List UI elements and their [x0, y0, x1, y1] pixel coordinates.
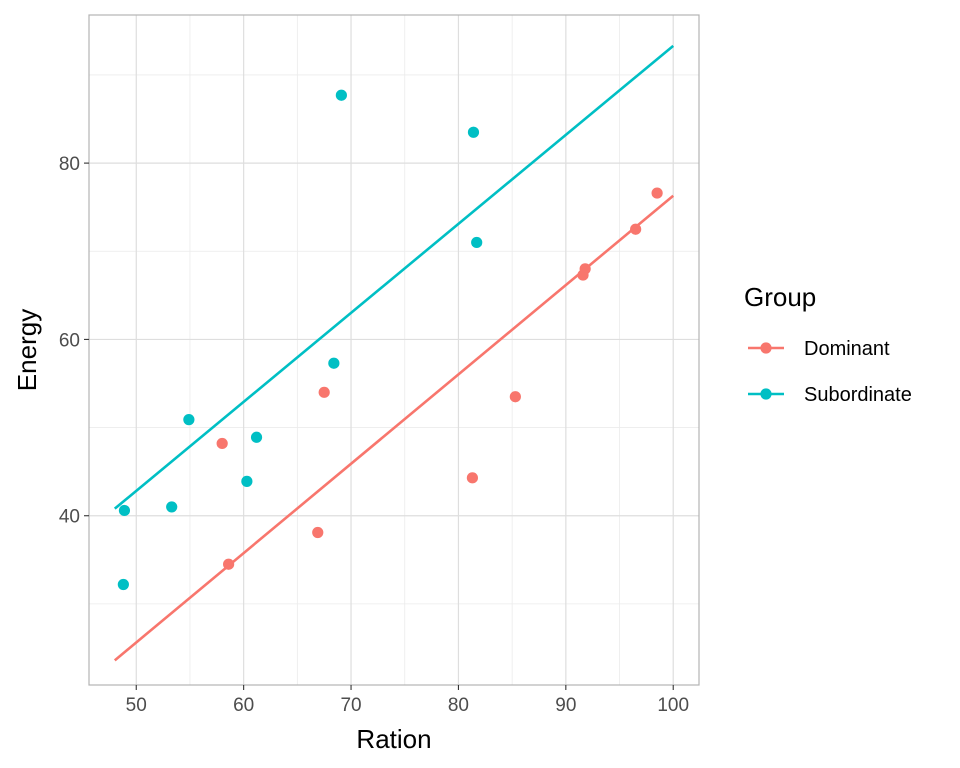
- panel-border: [88, 14, 700, 686]
- x-tick-label: 60: [233, 695, 254, 716]
- data-point-subordinate: [117, 578, 129, 591]
- y-axis-title: Energy: [12, 309, 42, 391]
- data-point-subordinate: [183, 414, 195, 426]
- x-tick-label: 90: [555, 695, 576, 716]
- y-tick-label: 80: [59, 154, 80, 175]
- y-tick-label: 60: [59, 330, 80, 351]
- legend-title: Group: [744, 282, 816, 312]
- data-points: [117, 89, 663, 591]
- data-point-dominant: [630, 223, 642, 235]
- axes: 50 60 70 80 90 100 40 60 80: [59, 154, 689, 716]
- data-point-subordinate: [118, 504, 131, 517]
- x-axis-title: Ration: [356, 724, 431, 754]
- data-point-subordinate: [467, 126, 480, 138]
- data-point-dominant: [216, 437, 228, 450]
- legend-key-point: [760, 388, 772, 400]
- fit-lines: [113, 44, 675, 662]
- legend-label: Subordinate: [804, 384, 912, 406]
- x-tick-label: 80: [448, 695, 469, 716]
- data-point-subordinate: [166, 501, 178, 513]
- data-point-dominant: [579, 263, 591, 275]
- data-point-subordinate: [335, 89, 347, 101]
- data-point-dominant: [466, 472, 478, 484]
- grid: [89, 15, 699, 685]
- legend: Group Dominant Subordinate: [744, 282, 912, 406]
- legend-items: Dominant Subordinate: [748, 338, 912, 406]
- data-point-subordinate: [241, 475, 253, 487]
- x-tick-label: 50: [126, 695, 147, 716]
- legend-key-point: [760, 342, 772, 354]
- y-tick-label: 40: [59, 507, 80, 528]
- data-point-dominant: [223, 558, 235, 570]
- data-point-subordinate: [250, 431, 263, 443]
- fit-line-subordinate: [113, 44, 675, 510]
- data-point-dominant: [651, 187, 663, 199]
- data-point-subordinate: [328, 357, 340, 369]
- data-point-subordinate: [471, 236, 483, 249]
- x-tick-label: 100: [657, 695, 689, 716]
- legend-label: Dominant: [804, 338, 890, 360]
- data-point-dominant: [509, 391, 521, 403]
- data-point-dominant: [312, 526, 324, 539]
- data-point-dominant: [318, 386, 330, 398]
- x-tick-label: 70: [340, 695, 361, 716]
